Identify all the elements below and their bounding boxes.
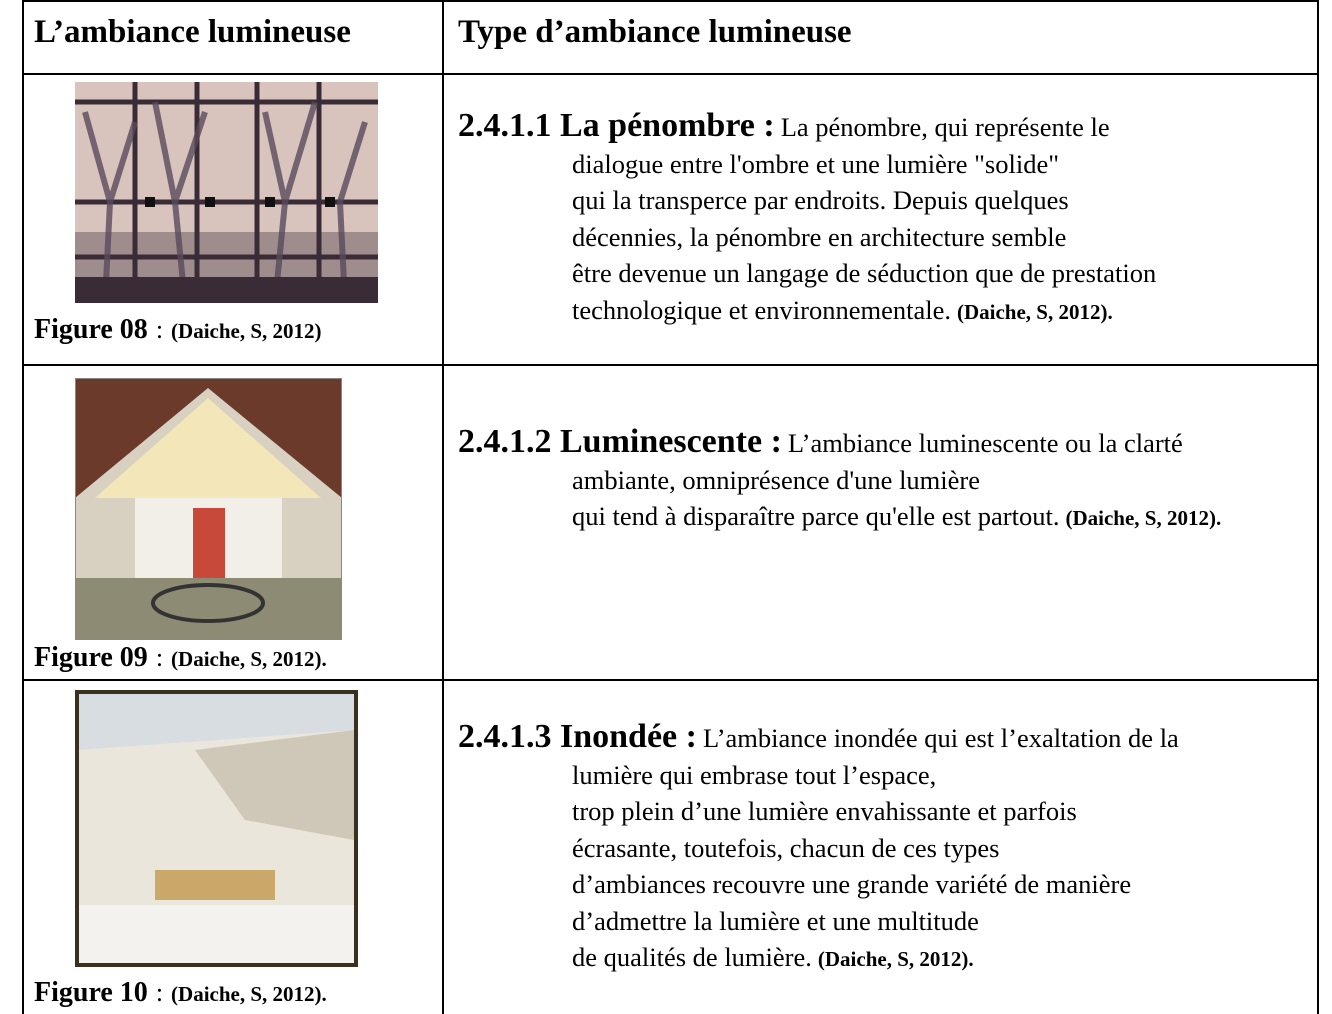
section-heading: 2.4.1.2 Luminescente :	[458, 423, 782, 460]
text-line: d’admettre la lumière et une multitude	[572, 905, 979, 936]
text-line: L’ambiance luminescente ou la clarté	[787, 428, 1183, 458]
citation: (Daiche, S, 2012).	[1065, 506, 1222, 530]
caption-label: Figure 08	[34, 314, 148, 345]
border	[22, 679, 1319, 681]
border	[1317, 0, 1319, 1014]
figure-caption: Figure 10: (Daiche, S, 2012).	[34, 977, 327, 1009]
figure-caption: Figure 09: (Daiche, S, 2012).	[34, 642, 327, 674]
text-line: décennies, la pénombre en architecture s…	[572, 221, 1067, 252]
text-line: ambiante, omniprésence d'une lumière	[572, 464, 981, 495]
description: 2.4.1.3 Inondée : L’ambiance inondée qui …	[443, 718, 1318, 978]
column-header: Type d’ambiance lumineuse	[458, 14, 852, 50]
text-line: être devenue un langage de séduction que…	[572, 258, 1157, 288]
caption-separator: :	[155, 315, 164, 344]
text-line: écrasante, toutefois, chacun de ces type…	[572, 832, 1000, 863]
text-line: lumière qui embrase tout l’espace,	[572, 759, 937, 790]
text-line: La pénombre, qui représente le	[780, 112, 1110, 142]
figure-image	[75, 378, 342, 640]
text-line: L’ambiance inondée qui est l’exaltation …	[702, 723, 1179, 753]
text-line: qui tend à disparaître parce qu'elle est…	[572, 501, 1060, 531]
text-line: d’ambiances recouvre une grande variété …	[572, 869, 1132, 899]
border	[22, 0, 1319, 2]
caption-separator: :	[155, 978, 164, 1007]
text-line: de qualités de lumière.	[572, 942, 812, 972]
column-header: L’ambiance lumineuse	[34, 14, 351, 50]
border	[442, 0, 444, 1014]
figure-caption: Figure 08: (Daiche, S, 2012)	[34, 314, 322, 346]
caption-source: (Daiche, S, 2012)	[171, 319, 322, 343]
text-line: dialogue entre l'ombre et une lumière "s…	[572, 148, 1060, 179]
text-line: technologique et environnementale.	[572, 294, 951, 325]
text-line: trop plein d’une lumière envahissante et…	[572, 796, 1077, 826]
caption-label: Figure 09	[34, 642, 148, 673]
border	[22, 364, 1319, 366]
caption-separator: :	[155, 643, 164, 672]
text-line: qui la transperce par endroits. Depuis q…	[572, 185, 1069, 215]
citation: (Daiche, S, 2012).	[956, 299, 1113, 324]
border	[22, 0, 24, 1014]
description: 2.4.1.2 Luminescente : L’ambiance lumines…	[443, 423, 1318, 537]
figure-image	[75, 82, 378, 303]
figure-image	[75, 690, 358, 967]
caption-label: Figure 10	[34, 977, 148, 1008]
section-heading: 2.4.1.1 La pénombre :	[458, 107, 775, 144]
caption-source: (Daiche, S, 2012).	[171, 982, 327, 1006]
caption-source: (Daiche, S, 2012).	[171, 647, 327, 671]
section-heading: 2.4.1.3 Inondée :	[458, 718, 697, 755]
citation: (Daiche, S, 2012).	[817, 947, 974, 971]
description: 2.4.1.1 La pénombre : La pénombre, qui re…	[443, 107, 1318, 330]
border	[22, 73, 1319, 75]
